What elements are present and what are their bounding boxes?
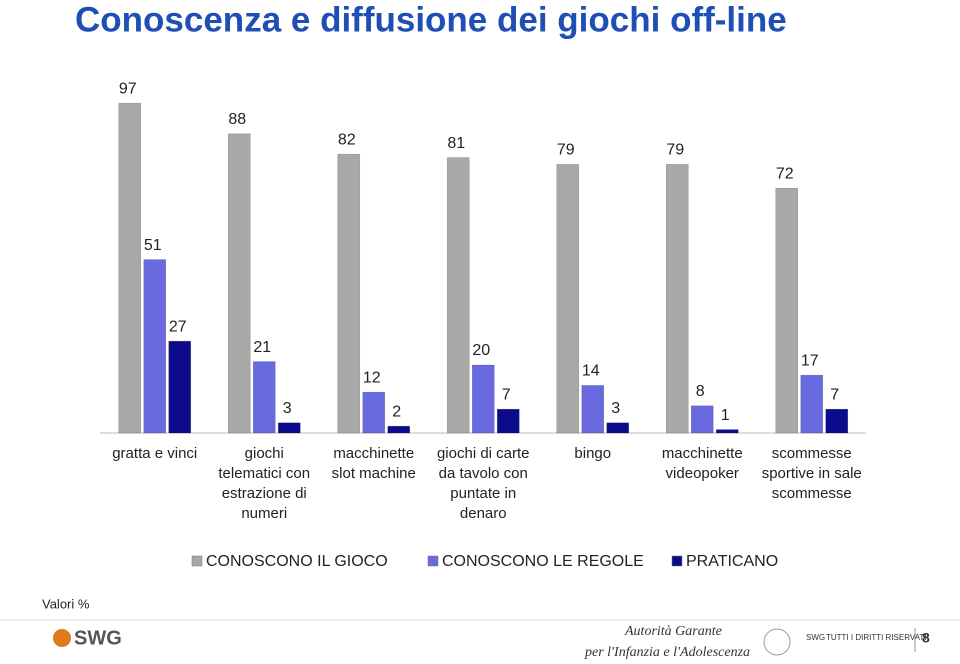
bar bbox=[168, 340, 192, 434]
bar bbox=[227, 133, 251, 434]
bar bbox=[800, 374, 824, 434]
copyright-brand: SWG bbox=[806, 633, 825, 642]
x-tick-label: macchinette videopoker bbox=[661, 445, 743, 482]
bar bbox=[252, 361, 276, 434]
brand-icon bbox=[53, 629, 71, 647]
chart-title: Conoscenza e diffusione dei giochi off-l… bbox=[75, 0, 787, 39]
value-label: 7 bbox=[830, 386, 839, 403]
legend-swatch bbox=[671, 555, 683, 567]
value-label: 3 bbox=[283, 400, 292, 417]
bar bbox=[665, 164, 689, 434]
value-label: 14 bbox=[582, 363, 600, 380]
bar bbox=[581, 385, 605, 434]
bar bbox=[690, 405, 714, 434]
bar bbox=[825, 408, 849, 434]
legend-label: CONOSCONO IL GIOCO bbox=[206, 553, 388, 570]
bar bbox=[471, 364, 495, 434]
bar bbox=[143, 259, 167, 434]
value-label: 88 bbox=[228, 111, 246, 128]
authority-line: per l'Infanzia e l'Adolescenza bbox=[584, 645, 750, 660]
bar bbox=[775, 187, 799, 434]
bar bbox=[496, 408, 520, 434]
value-label: 20 bbox=[472, 342, 490, 359]
value-label: 79 bbox=[557, 142, 575, 159]
bar bbox=[362, 391, 386, 434]
value-label: 82 bbox=[338, 131, 356, 148]
value-label: 2 bbox=[392, 403, 401, 420]
value-label: 27 bbox=[169, 318, 187, 335]
x-tick-label: scommesse sportive in sale scommesse bbox=[761, 445, 862, 502]
brand: SWG bbox=[74, 627, 122, 649]
legend-swatch bbox=[427, 555, 439, 567]
value-label: 12 bbox=[363, 369, 381, 386]
x-tick-label: giochi telematici con estrazione di nume… bbox=[218, 445, 311, 522]
legend-label: PRATICANO bbox=[686, 553, 778, 570]
value-label: 7 bbox=[502, 386, 511, 403]
bar bbox=[337, 153, 361, 434]
value-label: 97 bbox=[119, 80, 137, 97]
bar bbox=[387, 425, 411, 434]
authority-line: Autorità Garante bbox=[624, 624, 722, 639]
value-label: 79 bbox=[666, 142, 684, 159]
value-label: 17 bbox=[801, 352, 819, 369]
value-label: 51 bbox=[144, 237, 162, 254]
footnote: Valori % bbox=[42, 596, 90, 611]
bar bbox=[277, 422, 301, 434]
bar bbox=[715, 429, 739, 434]
page-number: 8 bbox=[922, 630, 930, 646]
value-label: 81 bbox=[447, 135, 465, 152]
x-tick-label: gratta e vinci bbox=[112, 445, 198, 462]
legend-label: CONOSCONO LE REGOLE bbox=[442, 553, 644, 570]
value-label: 8 bbox=[696, 383, 705, 400]
bar bbox=[606, 422, 630, 434]
copyright: TUTTI I DIRITTI RISERVATI bbox=[826, 633, 926, 642]
x-tick-label: macchinette slot machine bbox=[331, 445, 416, 482]
legend-swatch bbox=[191, 555, 203, 567]
value-label: 21 bbox=[253, 339, 271, 356]
value-label: 3 bbox=[611, 400, 620, 417]
x-tick-label: giochi di carte da tavolo con puntate in… bbox=[436, 445, 530, 522]
emblem bbox=[763, 628, 791, 656]
bar bbox=[118, 102, 142, 434]
x-tick-label: bingo bbox=[574, 445, 612, 462]
bar bbox=[446, 157, 470, 434]
bar bbox=[556, 164, 580, 434]
value-label: 1 bbox=[721, 407, 730, 424]
value-label: 72 bbox=[776, 165, 794, 182]
